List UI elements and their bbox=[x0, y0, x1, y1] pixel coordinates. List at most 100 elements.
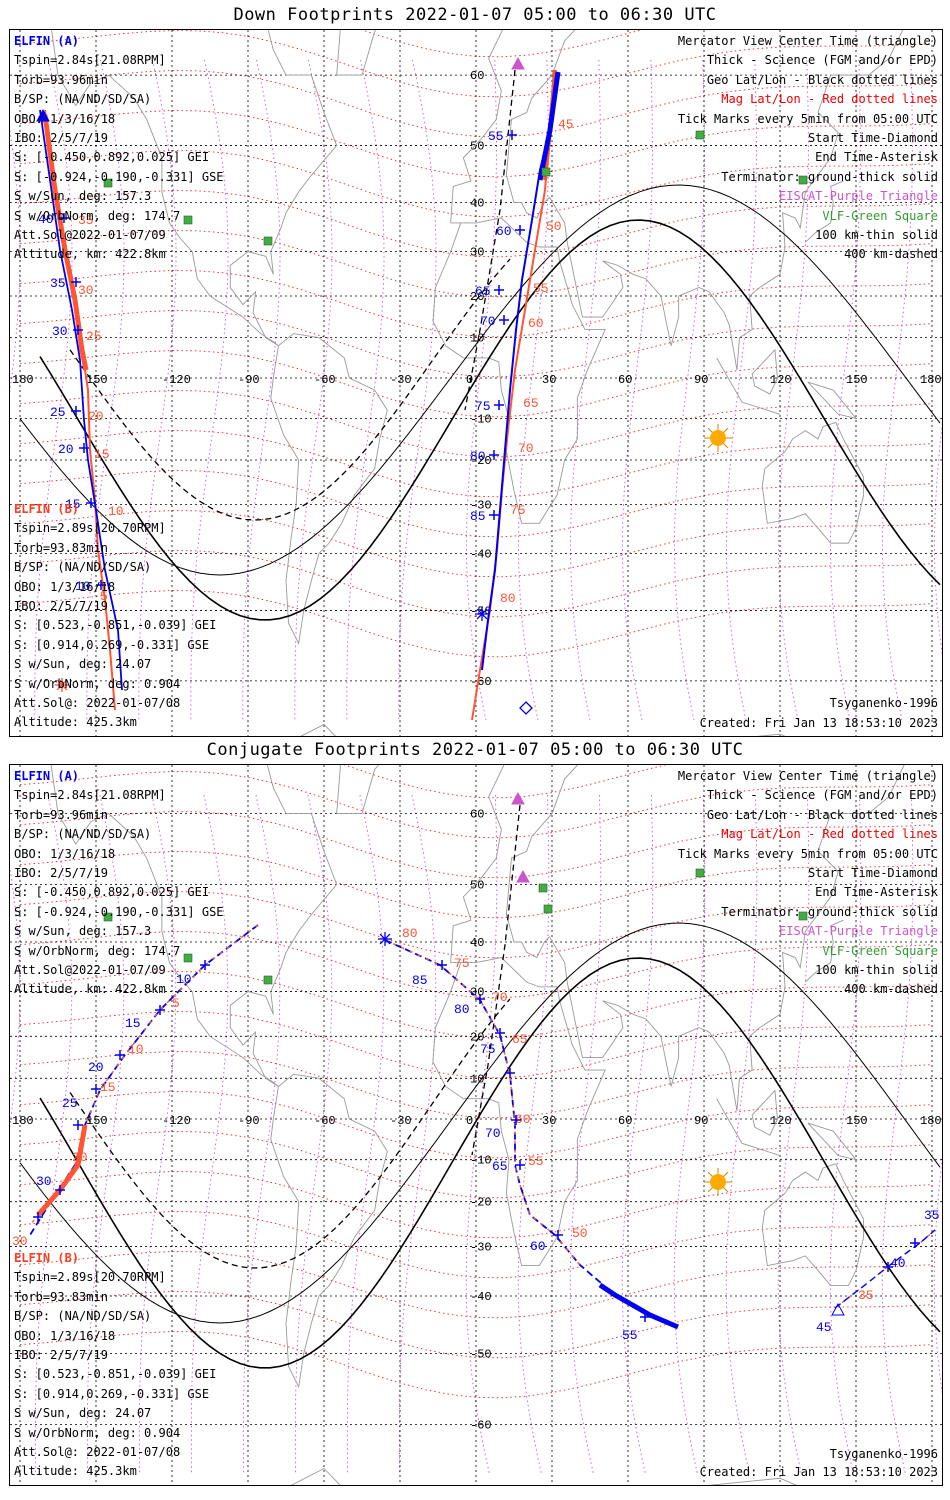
vlf-square bbox=[183, 953, 193, 963]
legend-line: Thick - Science (FGM and/or EPD) bbox=[706, 53, 938, 68]
info-line: S: [0.914,0.269,-0.331] GSE bbox=[14, 1386, 210, 1401]
lon-tick-label: 30 bbox=[542, 373, 556, 387]
lon-tick-label: 150 bbox=[846, 1114, 868, 1128]
mag-lat-line bbox=[19, 150, 933, 218]
terminator-100km bbox=[19, 184, 941, 576]
lat-tick-label: -10 bbox=[470, 1154, 492, 1168]
mag-lat-line bbox=[19, 550, 933, 618]
mag-lon-line bbox=[34, 794, 73, 1476]
lon-tick-label: 30 bbox=[542, 1114, 556, 1128]
lat-tick-label: 20 bbox=[470, 1030, 484, 1044]
orbit-a-tick-label: 15 bbox=[65, 497, 81, 512]
mag-lon-line bbox=[190, 59, 229, 721]
info-line: Altitude: 425.3km bbox=[14, 715, 137, 730]
lat-tick-label: -50 bbox=[470, 1347, 492, 1361]
terminator-400km bbox=[464, 69, 516, 411]
mag-lon-line bbox=[881, 794, 914, 1476]
info-line: ELFIN (A) bbox=[14, 34, 80, 48]
lat-tick-label: -40 bbox=[470, 547, 492, 561]
info-line: S: [-0.924,-0.190,-0.331] GSE bbox=[14, 169, 224, 184]
orbit-a-tick-label: 75 bbox=[475, 399, 491, 414]
mag-lon-line bbox=[621, 794, 654, 1476]
info-line: B/SP: (NA/ND/SD/SA) bbox=[14, 827, 152, 842]
info-line: Torb=93.96min bbox=[14, 72, 108, 87]
lat-tick-label: 50 bbox=[470, 140, 484, 154]
sun-icon bbox=[710, 430, 726, 446]
orbit-tick-label: 80 bbox=[454, 1002, 470, 1017]
info-line: Tspin=2.84s[21.08RPM] bbox=[14, 53, 166, 68]
orbit-tick-label: 70 bbox=[492, 990, 508, 1005]
orbit-b-tick-label: 60 bbox=[528, 316, 544, 331]
coastline bbox=[805, 180, 844, 243]
lat-tick-label: 60 bbox=[470, 69, 484, 83]
orbit-tick-label: 10 bbox=[128, 1042, 144, 1057]
mag-lon-line bbox=[346, 794, 385, 1476]
info-line: Tspin=2.89s[20.70RPM] bbox=[14, 521, 166, 536]
info-line: IBO: 2/5/7/19 bbox=[14, 1348, 108, 1363]
mag-lon-line bbox=[242, 59, 281, 721]
coastline bbox=[270, 333, 388, 645]
coastline bbox=[716, 1098, 781, 1157]
info-line: Tspin=2.84s[21.08RPM] bbox=[14, 788, 166, 803]
model-label: Tsyganenko-1996 bbox=[829, 1447, 938, 1461]
lat-tick-label: 60 bbox=[470, 807, 484, 821]
mag-lon-line bbox=[622, 59, 653, 721]
lon-tick-label: 150 bbox=[86, 373, 108, 387]
mag-lat-line bbox=[19, 590, 933, 658]
mag-lon-line bbox=[86, 794, 125, 1476]
elfin-a-info: ELFIN (A) Tspin=2.84s[21.08RPM] Torb=93.96… bbox=[14, 767, 224, 1000]
lat-tick-label: 50 bbox=[470, 879, 484, 893]
mag-lon-line bbox=[569, 794, 602, 1476]
lon-tick-label: 0 bbox=[466, 373, 473, 387]
orbit-a-tick-label: 40 bbox=[38, 212, 54, 227]
info-line: Att.Sol@: 2022-01-07/08 bbox=[14, 696, 181, 711]
legend-line: Mag Lat/Lon - Red dotted lines bbox=[721, 827, 938, 842]
lon-tick-label: 180 bbox=[920, 1114, 942, 1128]
coastline bbox=[761, 1163, 865, 1287]
mag-lat-line bbox=[19, 1011, 933, 1079]
info-line: S: [-0.924,-0.190,-0.331] GSE bbox=[14, 904, 224, 919]
orbit-tick-label: 5 bbox=[172, 996, 180, 1011]
orbit-tick-label: 40 bbox=[890, 1256, 906, 1271]
info-line: S w/OrbNorm, deg: 0.904 bbox=[14, 1425, 181, 1440]
orbit-b-tick-label: 5 bbox=[100, 589, 108, 604]
elfin-a-science bbox=[537, 71, 561, 181]
terminator-100km bbox=[19, 922, 941, 1324]
legend-line: Start Time-Diamond bbox=[807, 131, 938, 146]
legend-line: Terminator: ground-thick solid bbox=[721, 169, 938, 184]
info-line: OBO: 1/3/16/18 bbox=[14, 846, 116, 861]
info-line: Torb=93.83min bbox=[14, 540, 108, 555]
lon-tick-label: 60 bbox=[618, 373, 632, 387]
coastline bbox=[751, 1089, 778, 1136]
info-line: S: [-0.450,0.892,0.025] GEI bbox=[14, 150, 210, 165]
mag-lon-line bbox=[190, 794, 229, 1476]
orbit-a-tick-label: 80 bbox=[470, 449, 486, 464]
legend-line: VLF-Green Square bbox=[822, 943, 938, 958]
lon-tick-label: 180 bbox=[920, 373, 942, 387]
legend-line: End Time-Asterisk bbox=[815, 885, 938, 900]
mag-lon-line bbox=[138, 794, 177, 1476]
mag-lon-line bbox=[294, 794, 333, 1476]
start-diamond bbox=[519, 701, 533, 715]
legend-line: Tick Marks every 5min from 05:00 UTC bbox=[677, 111, 938, 126]
mag-lat-line bbox=[19, 1291, 933, 1359]
elfin-a-track-left bbox=[39, 109, 123, 691]
elfin-a-track-right bbox=[384, 939, 679, 1328]
orbit-tick-label: 35 bbox=[858, 1288, 874, 1303]
orbit-a-tick-label: 60 bbox=[496, 224, 512, 239]
coastline bbox=[336, 30, 377, 76]
elfin-b-track-right bbox=[384, 939, 581, 1266]
legend-line: Geo Lat/Lon - Black dotted lines bbox=[706, 72, 938, 87]
mag-lat-line bbox=[19, 70, 933, 138]
mag-lon-line bbox=[138, 59, 177, 721]
mag-lat-line bbox=[19, 230, 933, 298]
info-line: S: [-0.450,0.892,0.025] GEI bbox=[14, 885, 210, 900]
mag-lon-line bbox=[777, 794, 810, 1476]
terminator-400km bbox=[471, 804, 521, 1156]
vlf-square bbox=[103, 912, 113, 922]
mag-lon-line bbox=[673, 794, 706, 1476]
orbit-tick-label: 15 bbox=[100, 1080, 116, 1095]
lon-tick-label: 90 bbox=[694, 373, 708, 387]
vlf-square bbox=[103, 178, 113, 188]
info-line: OBO: 1/3/16/18 bbox=[14, 579, 116, 594]
